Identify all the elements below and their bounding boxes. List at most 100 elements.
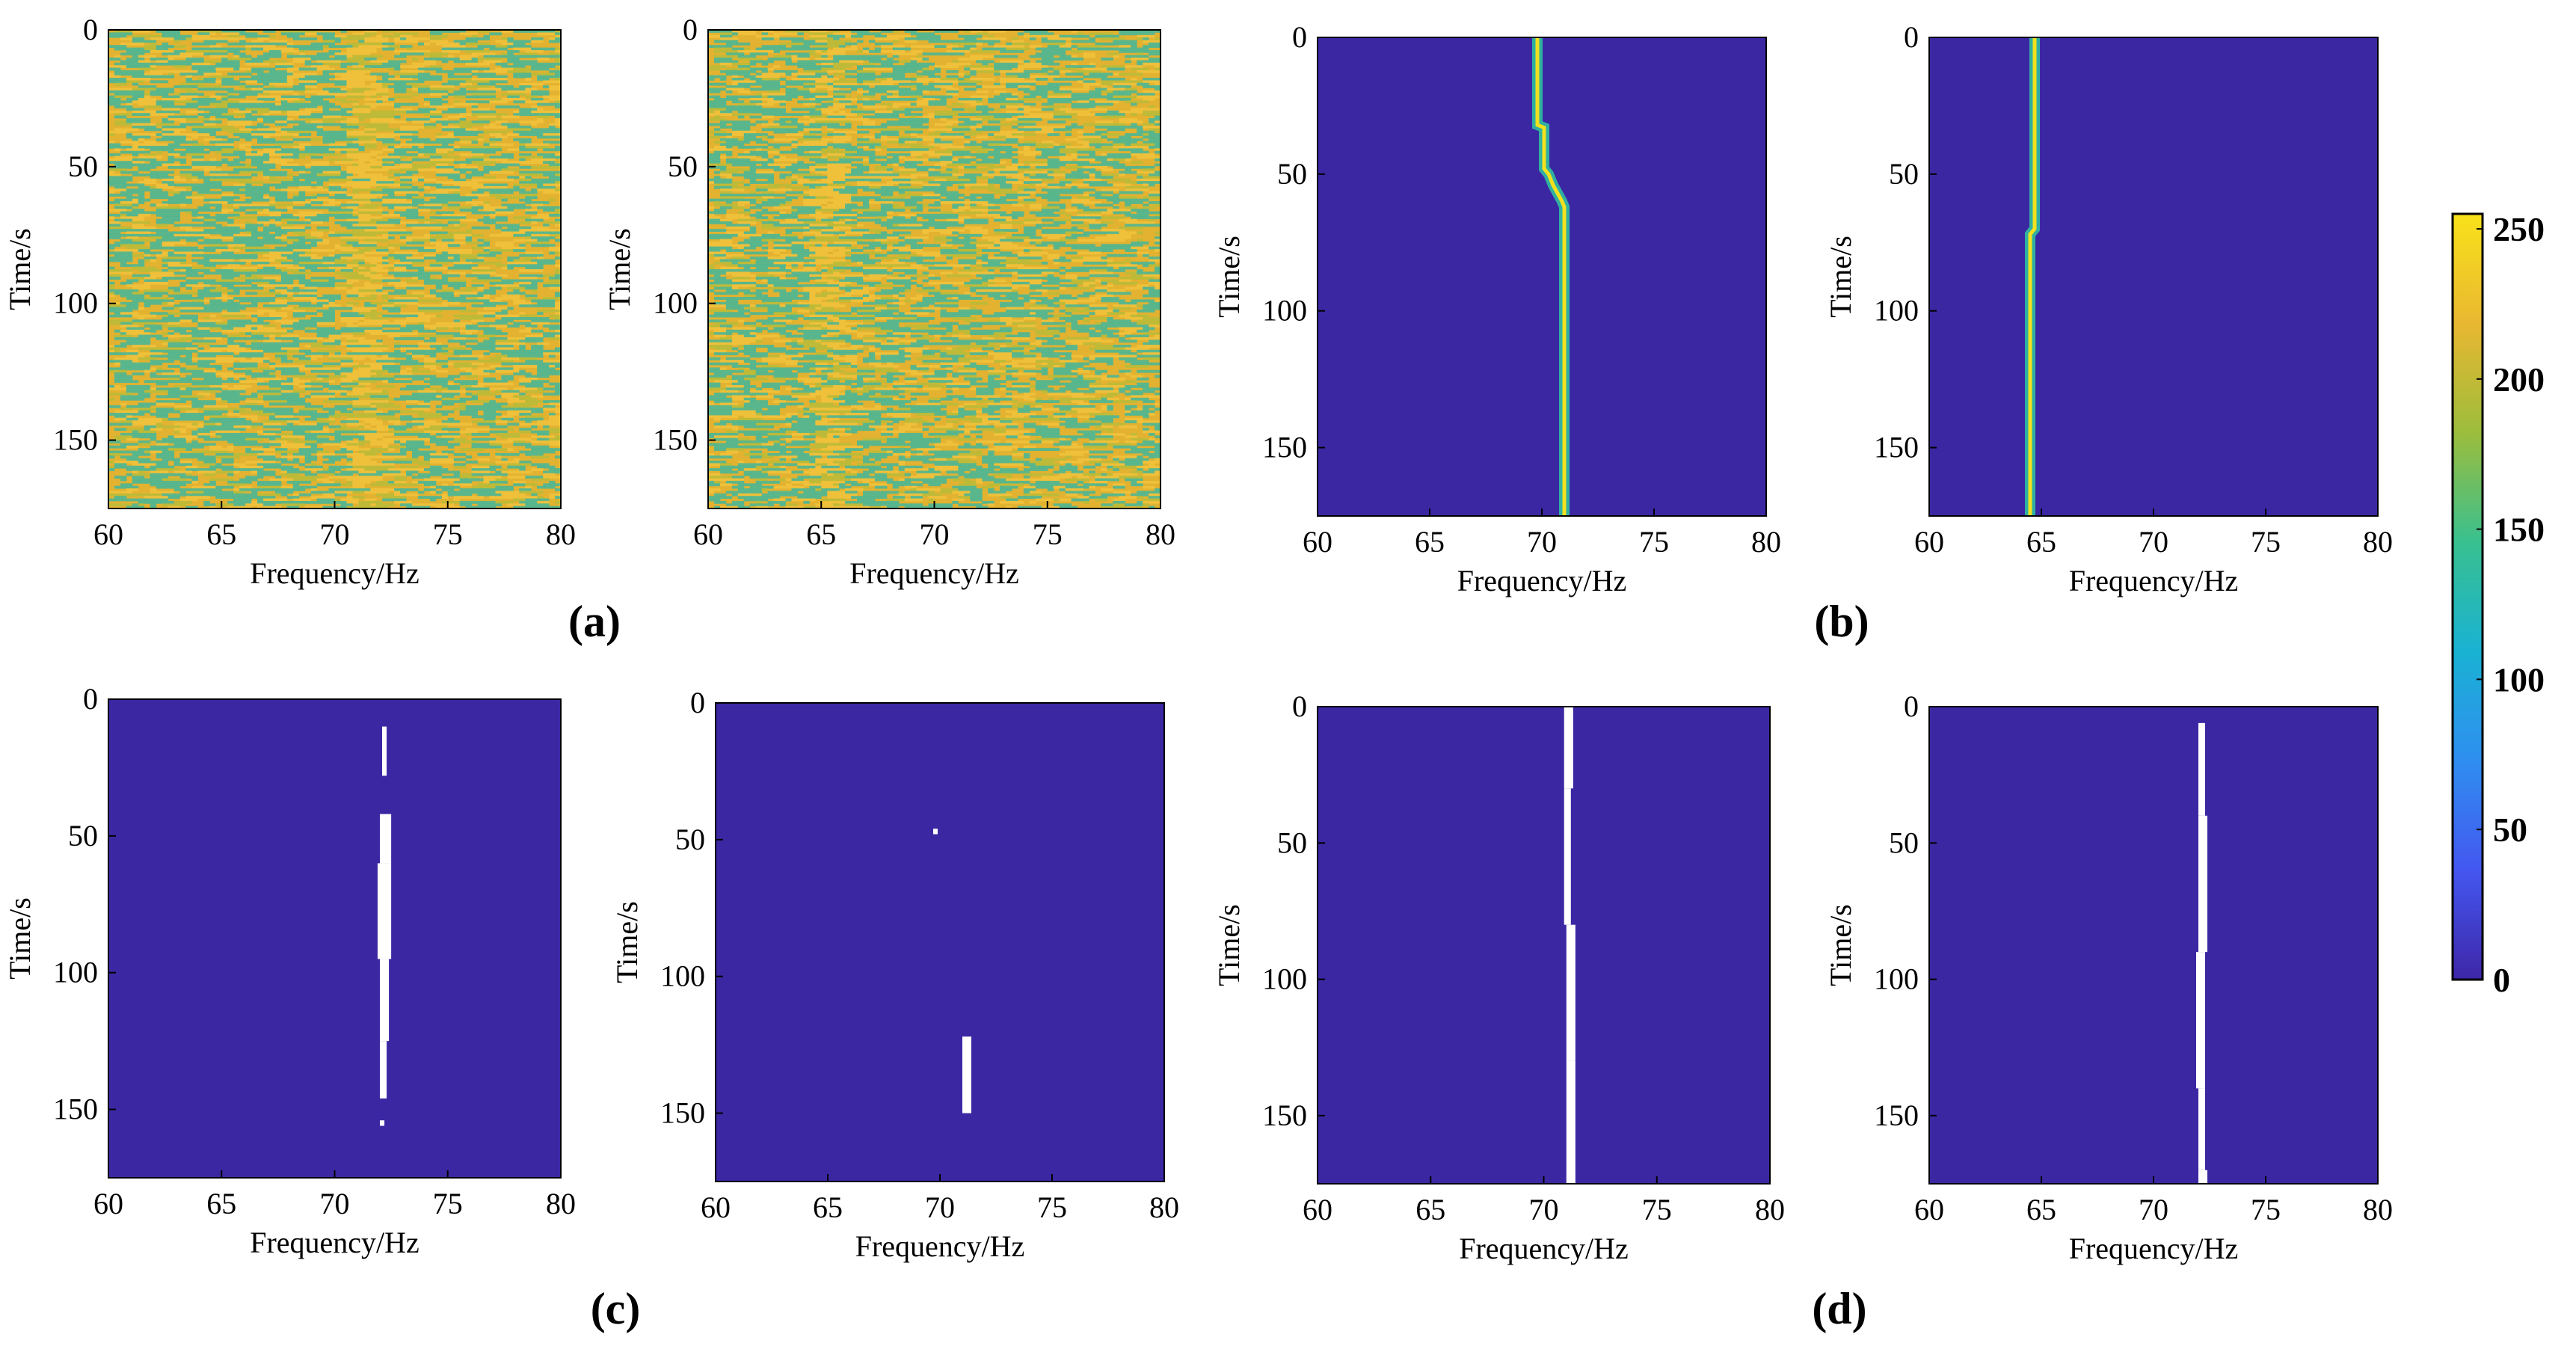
noise-cell <box>928 100 947 104</box>
noise-cell <box>292 498 312 502</box>
noise-cell <box>525 452 544 456</box>
noise-cell <box>1059 55 1072 58</box>
noise-cell <box>251 231 270 235</box>
noise-cell <box>483 301 508 305</box>
noise-cell <box>162 128 186 132</box>
noise-cell <box>251 261 270 265</box>
noise-cell <box>400 176 425 179</box>
noise-cell <box>227 377 234 381</box>
noise-cell <box>388 362 395 366</box>
noise-cell <box>221 128 240 132</box>
noise-cell <box>191 67 204 71</box>
noise-cell <box>555 73 561 76</box>
noise-cell <box>988 100 1012 104</box>
noise-cell <box>501 30 514 33</box>
noise-cell <box>531 478 550 482</box>
noise-cell <box>411 432 431 436</box>
noise-cell <box>245 105 264 108</box>
noise-cell <box>868 49 882 53</box>
noise-cell <box>406 349 425 353</box>
noise-cell <box>791 40 816 43</box>
noise-cell <box>114 120 127 124</box>
noise-cell <box>1029 32 1054 36</box>
noise-cell <box>346 325 359 328</box>
noise-cell <box>513 100 526 104</box>
noise-cell <box>209 478 222 482</box>
noise-cell <box>519 314 538 318</box>
noise-cell <box>1143 110 1161 114</box>
noise-cell <box>791 108 798 111</box>
noise-cell <box>346 354 365 358</box>
noise-cell <box>370 161 383 165</box>
noise-cell <box>310 176 335 179</box>
noise-cell <box>1059 97 1078 101</box>
noise-cell <box>310 369 335 373</box>
noise-cell <box>1149 60 1161 64</box>
noise-cell <box>934 115 953 119</box>
noise-cell <box>215 380 228 384</box>
noise-cell <box>233 435 240 439</box>
noise-cell <box>334 133 347 136</box>
noise-cell <box>227 413 240 416</box>
noise-cell <box>773 120 786 124</box>
noise-cell <box>310 95 324 99</box>
noise-cell <box>755 108 775 111</box>
noise-cell <box>441 45 467 49</box>
noise-cell <box>376 384 395 388</box>
noise-cell <box>815 90 828 93</box>
noise-cell <box>227 506 252 508</box>
noise-cell <box>743 47 751 51</box>
noise-cell <box>340 100 359 104</box>
noise-cell <box>761 113 775 117</box>
noise-cell <box>328 145 341 149</box>
noise-cell <box>519 141 532 144</box>
noise-cell <box>268 387 276 391</box>
noise-cell <box>364 145 377 149</box>
noise-cell <box>749 87 763 91</box>
noise-cell <box>370 191 395 194</box>
noise-cell <box>245 34 270 38</box>
noise-cell <box>352 483 359 487</box>
noise-cell <box>531 239 538 242</box>
noise-cell <box>227 380 240 384</box>
noise-cell <box>370 73 389 76</box>
noise-cell <box>1155 49 1161 53</box>
noise-cell <box>162 271 169 275</box>
noise-cell <box>292 375 318 378</box>
noise-cell <box>417 322 425 325</box>
noise-cell <box>274 55 282 58</box>
noise-cell <box>322 294 341 298</box>
noise-cell <box>713 97 739 101</box>
noise-cell <box>755 80 781 84</box>
noise-cell <box>429 440 449 443</box>
y-tick-label: 150 <box>53 423 98 457</box>
noise-cell <box>340 503 353 507</box>
noise-cell <box>274 62 294 66</box>
noise-cell <box>322 105 341 108</box>
noise-cell <box>209 108 228 111</box>
noise-cell <box>245 437 264 441</box>
noise-cell <box>417 307 443 310</box>
noise-cell <box>394 49 419 53</box>
noise-cell <box>346 322 353 325</box>
noise-cell <box>352 211 359 215</box>
noise-cell <box>197 435 204 439</box>
noise-cell <box>179 357 192 360</box>
noise-cell <box>982 62 989 66</box>
noise-cell <box>976 128 1000 132</box>
noise-cell <box>352 198 371 202</box>
noise-cell <box>471 52 496 56</box>
noise-cell <box>233 168 240 172</box>
noise-cell <box>549 352 561 356</box>
noise-cell <box>471 420 496 423</box>
noise-cell <box>489 465 502 469</box>
noise-cell <box>352 461 377 464</box>
noise-cell <box>173 138 186 141</box>
noise-cell <box>286 400 306 404</box>
noise-cell <box>156 400 181 404</box>
noise-cell <box>352 78 377 81</box>
noise-cell <box>114 249 139 252</box>
noise-cell <box>453 352 473 356</box>
noise-cell <box>465 327 490 331</box>
noise-cell <box>233 496 246 500</box>
